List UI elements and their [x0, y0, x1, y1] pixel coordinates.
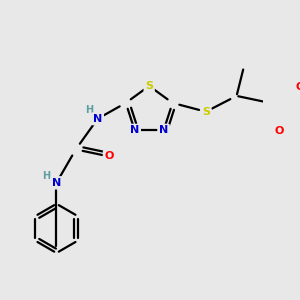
Text: O: O	[104, 152, 114, 161]
Text: N: N	[93, 114, 102, 124]
Text: N: N	[130, 125, 140, 135]
Text: O: O	[274, 126, 284, 136]
Text: N: N	[52, 178, 61, 188]
Text: N: N	[159, 125, 168, 135]
Text: O: O	[296, 82, 300, 92]
Text: H: H	[42, 171, 50, 181]
Text: H: H	[85, 105, 93, 115]
Text: S: S	[145, 81, 153, 91]
Text: S: S	[202, 107, 210, 117]
